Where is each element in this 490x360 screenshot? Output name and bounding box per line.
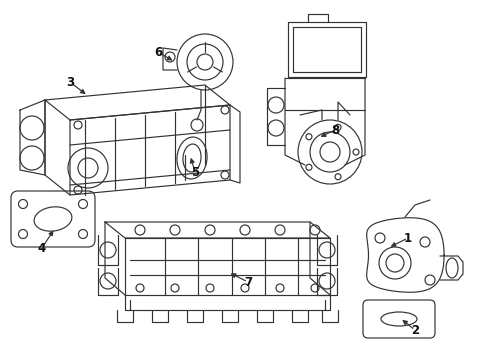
Text: 5: 5: [191, 166, 199, 179]
Text: 7: 7: [244, 275, 252, 288]
Text: 4: 4: [38, 242, 46, 255]
Text: 2: 2: [411, 324, 419, 337]
Text: 6: 6: [154, 45, 162, 58]
Text: 8: 8: [331, 123, 339, 136]
Text: 3: 3: [66, 76, 74, 89]
Text: 1: 1: [404, 231, 412, 244]
